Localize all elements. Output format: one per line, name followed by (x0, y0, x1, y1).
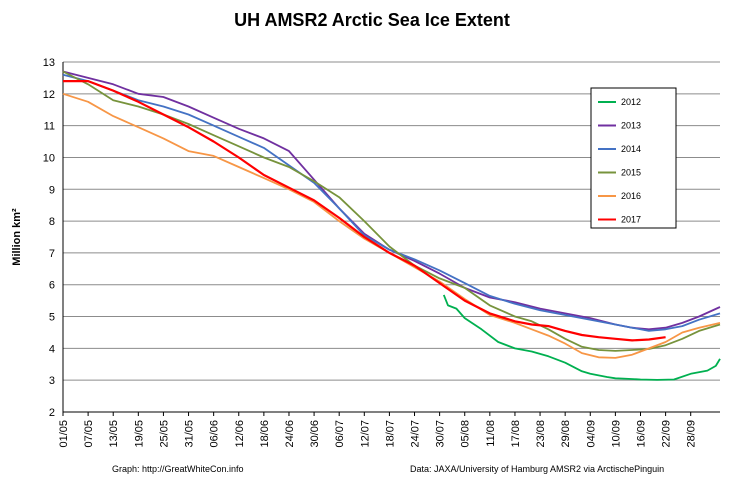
y-tick-label: 13 (43, 57, 55, 69)
y-tick-label: 9 (49, 184, 55, 196)
legend-label-2016: 2016 (621, 191, 641, 201)
x-axis-ticks: 01/05 07/05 13/05 19/05 25/05 31/05 06/06 12/06… (58, 412, 698, 448)
y-tick-label: 4 (49, 343, 55, 355)
x-tick-label: 04/09 (585, 420, 597, 448)
footer-source-graph: Graph: http://GreatWhiteCon.info (112, 464, 244, 474)
x-tick-label: 25/05 (158, 420, 170, 448)
x-tick-label: 18/06 (259, 420, 271, 448)
x-tick-label: 24/07 (410, 420, 422, 448)
y-tick-label: 12 (43, 89, 55, 101)
legend: 2012 2013 2014 2015 2016 2017 (590, 87, 677, 229)
y-tick-label: 5 (49, 312, 55, 324)
chart-title: UH AMSR2 Arctic Sea Ice Extent (234, 10, 510, 30)
x-tick-label: 23/08 (535, 420, 547, 448)
series-line-2015 (62, 70, 721, 352)
series-lines (62, 70, 721, 381)
y-tick-label: 2 (49, 407, 55, 419)
legend-box (590, 87, 677, 229)
x-tick-label: 24/06 (284, 420, 296, 448)
x-tick-label: 01/05 (58, 420, 70, 448)
y-tick-label: 7 (49, 248, 55, 260)
series-line-2014 (62, 73, 721, 332)
y-axis-ticks: 2 3 4 5 6 7 8 9 10 11 12 13 (43, 57, 55, 419)
x-tick-label: 13/05 (108, 420, 120, 448)
x-tick-label: 06/07 (334, 420, 346, 448)
legend-label-2013: 2013 (621, 121, 641, 131)
x-tick-label: 30/06 (309, 420, 321, 448)
legend-label-2015: 2015 (621, 168, 641, 178)
y-axis-label: Million km² (11, 208, 23, 266)
x-tick-label: 30/07 (435, 420, 447, 448)
x-tick-label: 18/07 (384, 420, 396, 448)
x-tick-label: 31/05 (184, 420, 196, 448)
footer-source-data: Data: JAXA/University of Hamburg AMSR2 v… (410, 464, 664, 474)
series-line-2016 (62, 92, 721, 359)
x-tick-label: 12/07 (359, 420, 371, 448)
x-tick-label: 12/06 (234, 420, 246, 448)
y-tick-label: 11 (44, 121, 55, 133)
x-tick-label: 07/05 (83, 420, 95, 448)
legend-label-2014: 2014 (621, 144, 641, 154)
x-tick-label: 06/06 (209, 420, 221, 448)
x-tick-label: 28/09 (686, 420, 698, 448)
x-tick-label: 05/08 (460, 420, 472, 448)
legend-label-2012: 2012 (621, 97, 641, 107)
series-line-2012 (442, 294, 721, 381)
x-tick-label: 19/05 (133, 420, 145, 448)
x-tick-label: 22/09 (661, 420, 673, 448)
x-tick-label: 10/09 (610, 420, 622, 448)
y-tick-label: 10 (43, 152, 55, 164)
legend-items: 2012 2013 2014 2015 2016 2017 (598, 97, 641, 225)
x-tick-label: 29/08 (560, 420, 572, 448)
series-line-2017 (63, 79, 666, 342)
x-tick-label: 16/09 (635, 420, 647, 448)
legend-label-2017: 2017 (621, 215, 641, 225)
x-tick-label: 11/08 (485, 420, 497, 447)
y-tick-label: 8 (49, 216, 55, 228)
y-tick-label: 3 (49, 375, 55, 387)
x-tick-label: 17/08 (510, 420, 522, 448)
y-tick-label: 6 (49, 280, 55, 292)
